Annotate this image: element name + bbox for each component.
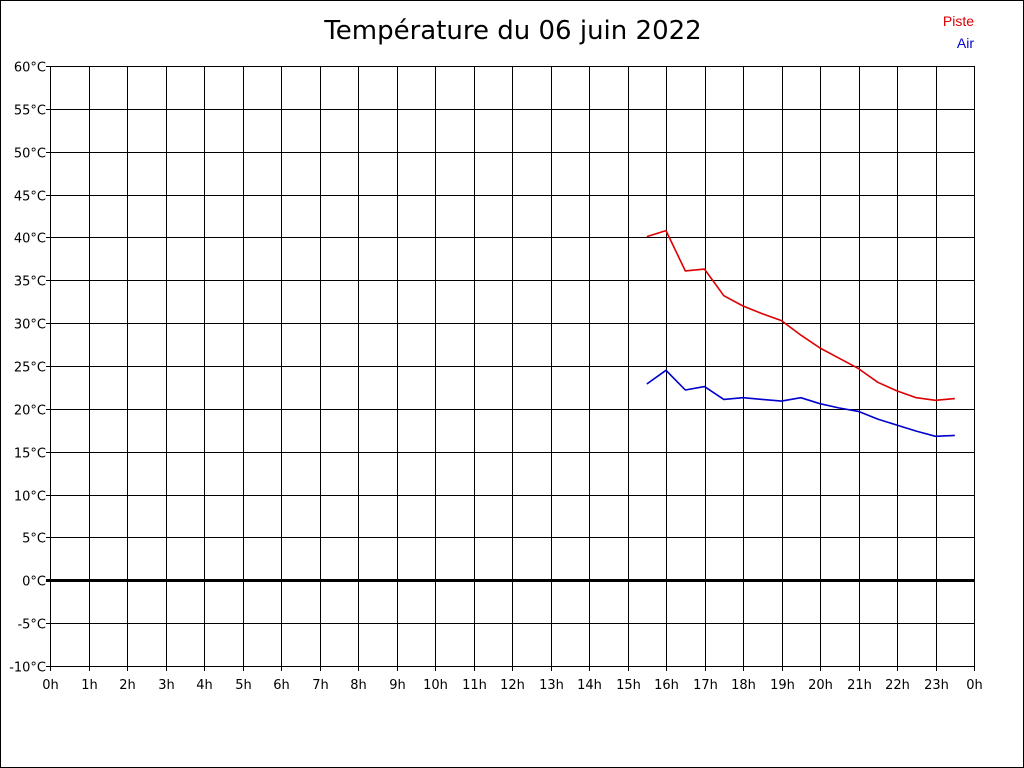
chart-title: Température du 06 juin 2022 xyxy=(324,16,702,46)
x-tick-label: 0h xyxy=(966,678,983,693)
legend-entry-piste: Piste xyxy=(942,13,974,29)
x-tick-label: 10h xyxy=(423,678,448,693)
y-tick-label: 15°C xyxy=(14,447,46,462)
x-tick-label: 17h xyxy=(693,678,718,693)
y-tick-label: 45°C xyxy=(14,190,46,205)
y-tick-label: 0°C xyxy=(22,575,46,590)
x-tick-label: 22h xyxy=(885,678,910,693)
y-tick-label: 5°C xyxy=(22,532,46,547)
x-tick-label: 11h xyxy=(462,678,487,693)
legend-entry-air: Air xyxy=(956,35,974,51)
x-tick-label: 4h xyxy=(196,678,213,693)
x-tick-label: 2h xyxy=(119,678,136,693)
x-tick-label: 12h xyxy=(500,678,525,693)
x-tick-label: 7h xyxy=(312,678,329,693)
y-tick-label: 40°C xyxy=(14,232,46,247)
x-tick-label: 23h xyxy=(924,678,949,693)
x-tick-label: 21h xyxy=(847,678,872,693)
y-tick-label: 50°C xyxy=(14,147,46,162)
series-line-air xyxy=(646,369,955,438)
y-tick-label: 20°C xyxy=(14,404,46,419)
x-tick-label: 14h xyxy=(577,678,602,693)
x-tick-label: 13h xyxy=(539,678,564,693)
x-tick-label: 5h xyxy=(235,678,252,693)
x-tick-label: 9h xyxy=(389,678,406,693)
x-tick-label: 6h xyxy=(273,678,290,693)
tick-labels: 0h 1h 2h 3h 4h 5h 6h 7h 8h 9h 10h 11h 12h 13h 14h 15h 16… xyxy=(9,61,983,694)
x-tick-label: 3h xyxy=(158,678,175,693)
y-tick-label: 30°C xyxy=(14,318,46,333)
x-tick-label: 8h xyxy=(350,678,367,693)
series-lines xyxy=(646,229,955,438)
x-tick-label: 20h xyxy=(808,678,833,693)
y-tick-label: 35°C xyxy=(14,275,46,290)
x-tick-label: 19h xyxy=(770,678,795,693)
series-line-piste xyxy=(646,229,955,402)
x-tick-label: 16h xyxy=(654,678,679,693)
y-tick-label: 55°C xyxy=(14,104,46,119)
y-tick-label: 10°C xyxy=(14,490,46,505)
y-tick-label: -5°C xyxy=(17,618,46,633)
x-tick-label: 1h xyxy=(81,678,98,693)
x-tick-label: 18h xyxy=(731,678,756,693)
x-tick-label: 0h xyxy=(42,678,59,693)
y-tick-label: -10°C xyxy=(9,661,46,676)
y-tick-label: 60°C xyxy=(14,61,46,76)
x-tick-label: 15h xyxy=(616,678,641,693)
y-tick-label: 25°C xyxy=(14,361,46,376)
grid-lines xyxy=(46,66,975,671)
